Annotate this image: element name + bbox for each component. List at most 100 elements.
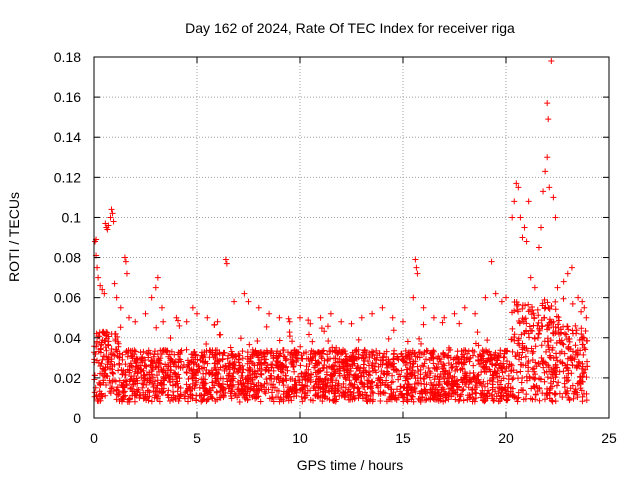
data-point bbox=[465, 355, 472, 362]
data-point bbox=[101, 290, 108, 297]
data-point bbox=[293, 358, 300, 365]
data-point bbox=[255, 354, 262, 361]
data-point bbox=[519, 349, 526, 356]
data-point bbox=[544, 100, 551, 107]
data-point bbox=[528, 345, 535, 352]
y-tick-label: 0.02 bbox=[54, 370, 81, 386]
data-point bbox=[560, 323, 567, 330]
data-point bbox=[536, 360, 543, 367]
y-tick-label: 0.12 bbox=[54, 169, 81, 185]
y-tick-label: 0 bbox=[73, 410, 81, 426]
data-point bbox=[398, 367, 405, 374]
data-point bbox=[123, 270, 130, 277]
data-point bbox=[523, 345, 530, 352]
data-point bbox=[192, 379, 199, 386]
data-point bbox=[459, 365, 466, 372]
data-point bbox=[488, 356, 495, 363]
data-point bbox=[374, 382, 381, 389]
data-point bbox=[518, 379, 525, 386]
data-point bbox=[489, 361, 496, 368]
data-point bbox=[430, 347, 437, 354]
data-point bbox=[343, 353, 350, 360]
data-point bbox=[489, 386, 496, 393]
data-point bbox=[170, 388, 177, 395]
data-point bbox=[439, 319, 446, 326]
data-point bbox=[515, 317, 522, 324]
data-point bbox=[295, 373, 302, 380]
data-point bbox=[373, 347, 380, 354]
data-point bbox=[521, 330, 528, 337]
data-point bbox=[524, 377, 531, 384]
data-point bbox=[263, 323, 270, 330]
data-point bbox=[194, 356, 201, 363]
data-point bbox=[128, 385, 135, 392]
data-point bbox=[275, 375, 282, 382]
data-point bbox=[234, 369, 241, 376]
data-point bbox=[319, 350, 326, 357]
data-point bbox=[525, 301, 532, 308]
data-point bbox=[560, 341, 567, 348]
data-point bbox=[527, 395, 534, 402]
data-point bbox=[388, 386, 395, 393]
data-point bbox=[280, 391, 287, 398]
data-point bbox=[521, 224, 528, 231]
x-tick-label: 25 bbox=[601, 430, 617, 446]
data-point bbox=[394, 355, 401, 362]
data-point bbox=[423, 356, 430, 363]
data-point bbox=[209, 379, 216, 386]
data-point bbox=[107, 214, 114, 221]
data-point bbox=[502, 368, 509, 375]
data-point bbox=[388, 362, 395, 369]
data-point bbox=[231, 298, 238, 305]
data-point bbox=[525, 308, 532, 315]
data-point bbox=[456, 359, 463, 366]
data-point bbox=[357, 372, 364, 379]
data-point bbox=[118, 366, 125, 373]
data-point bbox=[469, 385, 476, 392]
data-point bbox=[202, 388, 209, 395]
data-point bbox=[241, 290, 248, 297]
data-point bbox=[469, 398, 476, 405]
data-point bbox=[122, 361, 129, 368]
data-point bbox=[477, 352, 484, 359]
data-point bbox=[283, 375, 290, 382]
data-point bbox=[360, 355, 367, 362]
data-point bbox=[391, 366, 398, 373]
data-point bbox=[261, 380, 268, 387]
data-point bbox=[496, 362, 503, 369]
data-point bbox=[312, 362, 319, 369]
data-point bbox=[560, 295, 567, 302]
data-point bbox=[438, 387, 445, 394]
data-point bbox=[426, 389, 433, 396]
data-point bbox=[241, 390, 248, 397]
data-point bbox=[549, 383, 556, 390]
data-point bbox=[105, 222, 112, 229]
data-point bbox=[419, 389, 426, 396]
data-point bbox=[495, 353, 502, 360]
data-point bbox=[119, 382, 126, 389]
data-point bbox=[175, 393, 182, 400]
data-point bbox=[188, 391, 195, 398]
data-point bbox=[253, 389, 260, 396]
y-axis-label: ROTI / TECUs bbox=[6, 192, 22, 282]
data-point bbox=[456, 320, 463, 327]
data-point bbox=[440, 351, 447, 358]
data-point bbox=[198, 398, 205, 405]
data-point bbox=[336, 355, 343, 362]
data-point bbox=[496, 373, 503, 380]
plot-frame bbox=[93, 56, 610, 419]
data-point bbox=[548, 58, 555, 65]
data-point bbox=[252, 374, 259, 381]
data-point bbox=[491, 355, 498, 362]
data-point bbox=[297, 362, 304, 369]
data-point bbox=[553, 364, 560, 371]
data-point bbox=[486, 377, 493, 384]
data-point bbox=[338, 318, 345, 325]
data-point bbox=[163, 349, 170, 356]
data-point bbox=[354, 389, 361, 396]
data-point bbox=[157, 355, 164, 362]
data-point bbox=[315, 359, 322, 366]
data-point bbox=[270, 398, 277, 405]
data-point bbox=[496, 395, 503, 402]
data-point bbox=[453, 383, 460, 390]
